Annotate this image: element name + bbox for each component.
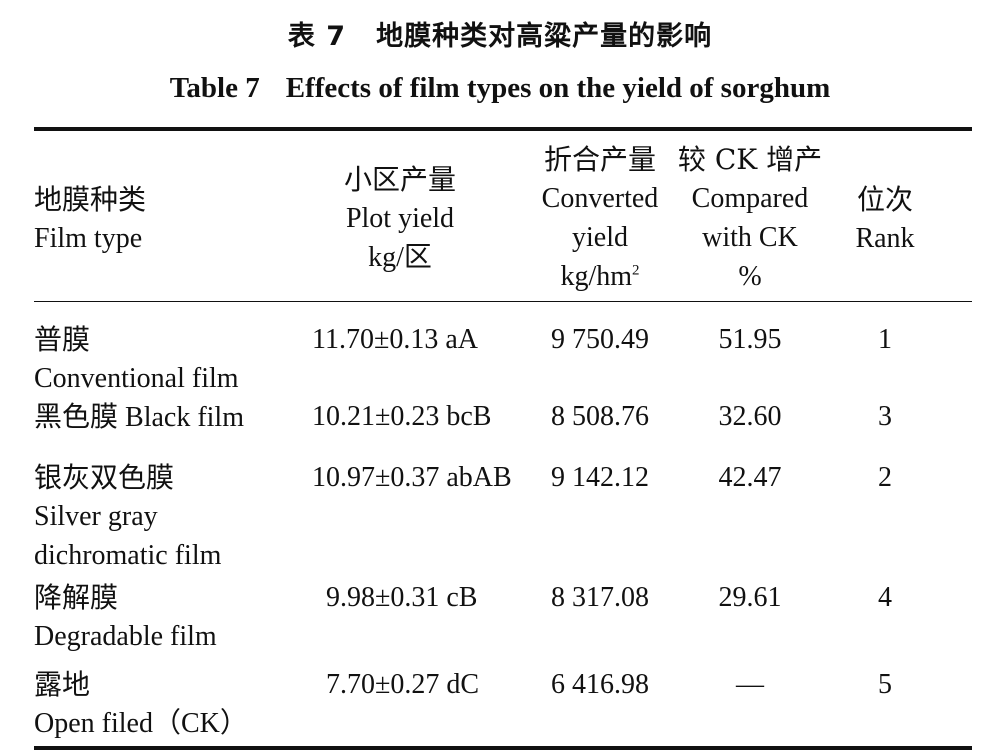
table-title-cn: 表 7 地膜种类对高粱产量的影响	[0, 14, 1000, 53]
row-film-type-en: Degradable film	[34, 621, 217, 652]
row-film-type: 黑色膜 Black film	[34, 397, 244, 437]
table-number-en: Table 7	[169, 72, 260, 104]
row-converted-yield: 8 508.76	[551, 401, 649, 432]
header-compared-ck-unit: %	[738, 261, 762, 292]
row-converted-yield: 9 142.12	[551, 462, 649, 493]
table-top-rule	[34, 127, 972, 131]
table-title-en: Table 7 Effects of film types on the yiel…	[0, 72, 1000, 105]
row-increase: 51.95	[718, 324, 782, 355]
row-film-type: 降解膜 Degradable film	[34, 578, 217, 656]
row-film-type-en2: dichromatic film	[34, 540, 222, 571]
header-converted-yield-unit-sup: 2	[632, 262, 640, 279]
header-rank-en: Rank	[855, 223, 915, 254]
row-converted-yield: 6 416.98	[551, 669, 649, 700]
header-compared-ck-cn: 较 CK 增产	[677, 143, 823, 176]
row-film-type-cn: 银灰双色膜	[34, 461, 175, 494]
header-plot-yield: 小区产量 Plot yield kg/区	[300, 160, 500, 277]
row-plot-yield: 9.98±0.31 cB	[326, 582, 478, 613]
header-plot-yield-en: Plot yield	[345, 203, 455, 234]
row-plot-yield: 11.70±0.13 aA	[312, 324, 478, 355]
header-converted-yield: 折合产量 Converted yield kg/hm2	[525, 140, 675, 296]
row-film-type-cn: 降解膜	[34, 581, 119, 614]
row-increase: —	[736, 669, 764, 700]
row-plot-yield: 7.70±0.27 dC	[326, 669, 480, 700]
row-rank: 2	[878, 462, 892, 493]
row-increase: 42.47	[718, 462, 782, 493]
row-plot-yield: 10.97±0.37 abAB	[312, 462, 512, 493]
table-header-rule	[34, 301, 972, 302]
header-film-type-cn: 地膜种类	[34, 183, 147, 216]
row-film-type-cn: 露地	[34, 668, 91, 701]
row-film-type: 露地 Open filed（CK）	[34, 665, 248, 743]
header-compared-ck-en1: Compared	[691, 183, 809, 214]
header-converted-yield-unit-base: kg/hm	[560, 261, 633, 292]
table-number-cn: 表 7	[287, 21, 347, 52]
row-plot-yield: 10.21±0.23 bcB	[312, 401, 492, 432]
row-film-type: 银灰双色膜 Silver gray dichromatic film	[34, 458, 221, 575]
row-film-type-en: Black film	[125, 402, 244, 433]
header-compared-ck: 较 CK 增产 Compared with CK %	[675, 140, 825, 296]
row-film-type-cn: 普膜	[34, 323, 91, 356]
header-film-type-en: Film type	[34, 223, 143, 254]
header-plot-yield-cn: 小区产量	[343, 163, 456, 196]
header-converted-yield-cn: 折合产量	[543, 143, 656, 176]
header-rank: 位次 Rank	[835, 180, 935, 258]
row-film-type-en: Conventional film	[34, 363, 239, 394]
table-caption-en: Effects of film types on the yield of so…	[285, 72, 831, 104]
header-plot-yield-unit: kg/区	[368, 242, 432, 273]
row-film-type-cn: 黑色膜	[34, 400, 119, 433]
row-film-type-en1: Silver gray	[34, 501, 158, 532]
row-rank: 3	[878, 401, 892, 432]
header-rank-cn: 位次	[856, 183, 913, 216]
header-converted-yield-unit: kg/hm2	[525, 257, 675, 296]
table-bottom-rule	[34, 746, 972, 750]
row-converted-yield: 9 750.49	[551, 324, 649, 355]
header-compared-ck-en2: with CK	[702, 222, 798, 253]
row-converted-yield: 8 317.08	[551, 582, 649, 613]
row-film-type: 普膜 Conventional film	[34, 320, 239, 398]
row-increase: 29.61	[718, 582, 782, 613]
row-rank: 5	[878, 669, 892, 700]
header-converted-yield-en1: Converted	[541, 183, 659, 214]
table-caption-cn: 地膜种类对高粱产量的影响	[376, 21, 713, 52]
row-increase: 32.60	[718, 401, 782, 432]
header-film-type: 地膜种类 Film type	[34, 180, 146, 258]
row-rank: 1	[878, 324, 892, 355]
row-rank: 4	[878, 582, 892, 613]
row-film-type-en: Open filed（CK）	[34, 708, 248, 739]
header-converted-yield-en2: yield	[572, 222, 628, 253]
